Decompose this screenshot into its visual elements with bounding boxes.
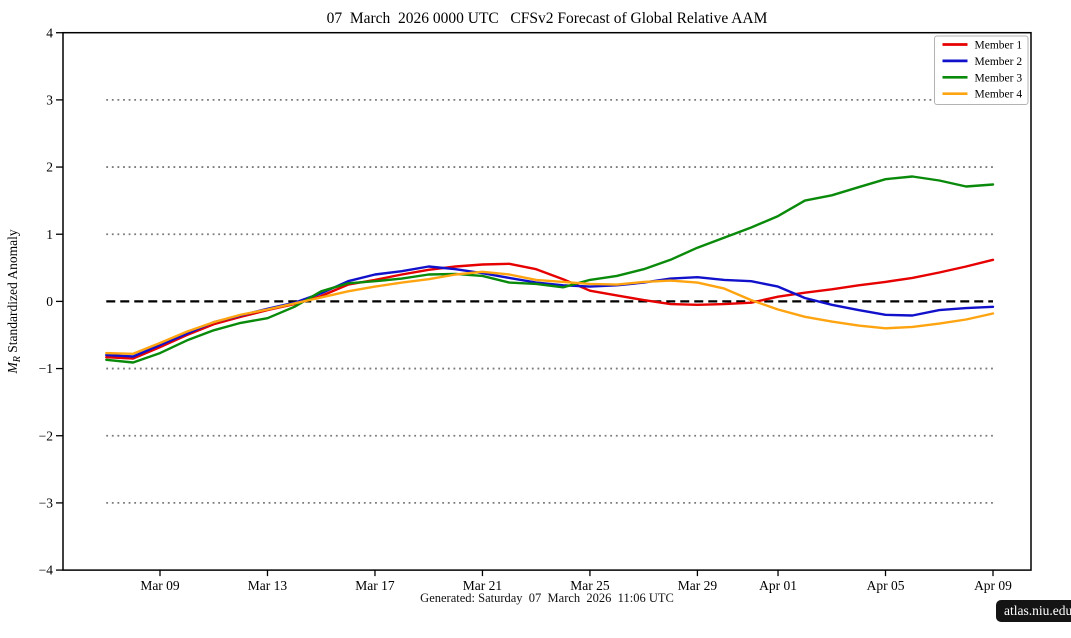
site-badge: atlas.niu.edu xyxy=(996,600,1071,622)
y-tick-label--3: −3 xyxy=(39,496,54,511)
y-tick-label-2: 2 xyxy=(46,160,53,175)
legend-label: Member 1 xyxy=(975,40,1023,52)
x-tick-label-apr-05: Apr 05 xyxy=(867,578,905,593)
legend-item-member-4: Member 4 xyxy=(942,89,1023,101)
y-tick-label--2: −2 xyxy=(39,428,53,443)
legend-item-member-2: Member 2 xyxy=(942,56,1023,68)
y-tick-label-3: 3 xyxy=(46,92,53,107)
chart-title: 07 March 2026 0000 UTC CFSv2 Forecast of… xyxy=(326,10,768,27)
gridlines xyxy=(106,98,993,504)
series-line-member-3 xyxy=(105,175,995,364)
legend-item-member-1: Member 1 xyxy=(942,40,1023,52)
x-tick-label-mar-21: Mar 21 xyxy=(463,578,502,593)
y-tick-label-1: 1 xyxy=(46,227,53,242)
x-axis: Mar 09 Mar 13 Mar 17 Mar 21 Mar 25 Mar 29 Apr … xyxy=(140,570,1012,593)
x-tick-label-apr-09: Apr 09 xyxy=(974,578,1012,593)
series-line-member-1 xyxy=(105,258,995,360)
y-axis: −4 −3 −2 −1 0 1 2 3 4 xyxy=(39,25,63,578)
legend-item-member-3: Member 3 xyxy=(942,72,1023,84)
x-tick-label-mar-09: Mar 09 xyxy=(140,578,180,593)
y-tick-label--4: −4 xyxy=(39,563,54,578)
series-line-member-4 xyxy=(105,270,995,355)
y-tick-label-0: 0 xyxy=(46,294,53,309)
y-axis-label: MR Standardized Anomaly xyxy=(5,229,23,374)
legend-label: Member 3 xyxy=(975,72,1023,84)
legend-label: Member 2 xyxy=(975,56,1023,68)
x-tick-label-mar-13: Mar 13 xyxy=(248,578,288,593)
x-tick-label-mar-29: Mar 29 xyxy=(678,578,718,593)
legend-label: Member 4 xyxy=(975,89,1023,101)
y-tick-label--1: −1 xyxy=(39,361,53,376)
x-tick-label-apr-01: Apr 01 xyxy=(759,578,797,593)
generated-timestamp: Generated: Saturday 07 March 2026 11:06 … xyxy=(420,591,674,605)
legend-box xyxy=(934,35,1029,105)
series-lines xyxy=(105,175,995,364)
x-tick-label-mar-25: Mar 25 xyxy=(570,578,610,593)
x-tick-label-mar-17: Mar 17 xyxy=(355,578,395,593)
y-tick-label-4: 4 xyxy=(46,25,53,40)
legend: Member 1 Member 2 Member 3 Member 4 xyxy=(934,35,1029,105)
